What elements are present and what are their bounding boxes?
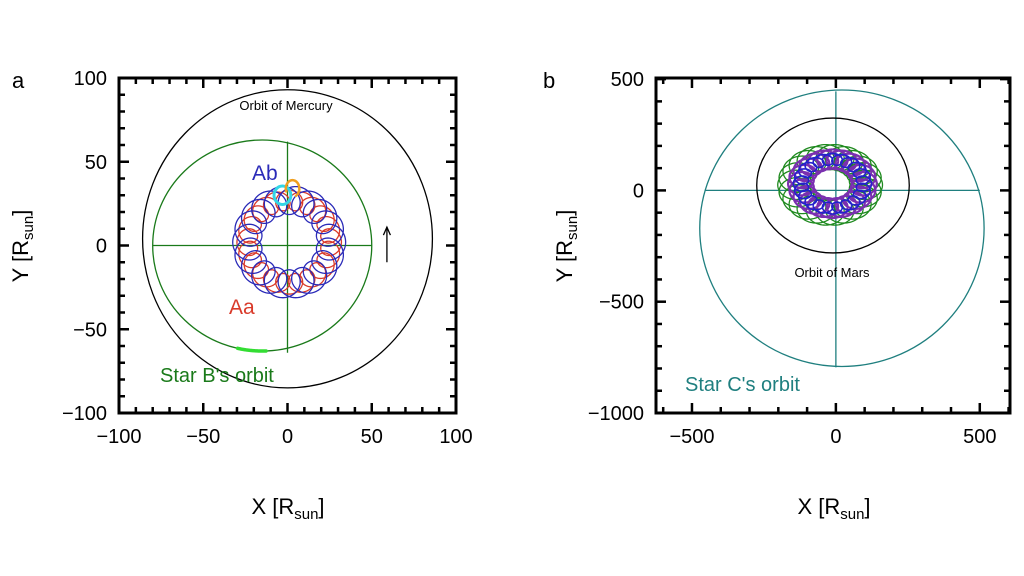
plot-area-a: −100 −50 0 50 100 −100 −50 0 50 100 — [62, 68, 473, 448]
annotation-aa: Aa — [229, 296, 255, 319]
x-tick-label: −500 — [669, 426, 714, 448]
y-axis-label-b: Y [Rsun] — [552, 210, 581, 283]
orbit-ellipse-5 — [272, 184, 293, 206]
x-tick-label: −50 — [186, 426, 220, 448]
y-tick-label: −500 — [599, 292, 644, 314]
panel-a: a −100 −50 0 50 100 −100 −50 0 50 100 Orbit of Me… — [8, 68, 473, 523]
orbit-trajectory-4 — [232, 185, 347, 299]
y-tick-label: −1000 — [588, 403, 644, 425]
x-tick-label: 500 — [963, 426, 996, 448]
y-tick-label: −100 — [62, 403, 107, 425]
annotation-ab: Ab — [252, 162, 278, 185]
y-tick-label: −50 — [73, 319, 107, 341]
orbit-ellipse-0 — [141, 89, 434, 389]
y-axis-label-a: Y [Rsun] — [8, 210, 37, 283]
axes-frame — [654, 76, 1012, 415]
x-tick-label: 0 — [282, 426, 293, 448]
annotation-orbit-of-mercury: Orbit of Mercury — [239, 98, 333, 113]
x-axis-label-b: X [Rsun] — [797, 494, 870, 523]
annotation-star-b-orbit: Star B's orbit — [160, 365, 274, 387]
plot-area-b: −500 0 500 −1000 −500 0 500 — [588, 69, 1012, 448]
x-axis-label-a: X [Rsun] — [251, 494, 324, 523]
x-tick-label: 100 — [439, 426, 472, 448]
panel-label-b: b — [543, 68, 555, 93]
annotation-orbit-of-mars: Orbit of Mars — [794, 265, 870, 280]
x-tick-label: 50 — [361, 426, 383, 448]
highlight-arc-7 — [235, 346, 268, 353]
x-tick-label: −100 — [96, 426, 141, 448]
highlight-arc-6 — [284, 178, 301, 198]
y-tick-label: 0 — [96, 236, 107, 258]
orbit-trajectory-5 — [792, 152, 873, 215]
panel-b: b −500 0 500 −1000 −500 0 500 Orbit of Mars St… — [543, 68, 1012, 523]
x-tick-label: 0 — [830, 426, 841, 448]
y-tick-label: 500 — [611, 69, 644, 91]
y-tick-label: 0 — [633, 180, 644, 202]
orbit-ellipse-0 — [699, 89, 985, 368]
y-tick-label: 100 — [74, 68, 107, 90]
orbit-trajectory-4 — [786, 148, 878, 220]
arrow-head-icon — [382, 225, 392, 236]
panel-label-a: a — [12, 68, 25, 93]
orbit-ellipse-2 — [756, 117, 910, 254]
y-tick-label: 50 — [85, 152, 107, 174]
annotation-star-c-orbit: Star C's orbit — [685, 374, 800, 396]
